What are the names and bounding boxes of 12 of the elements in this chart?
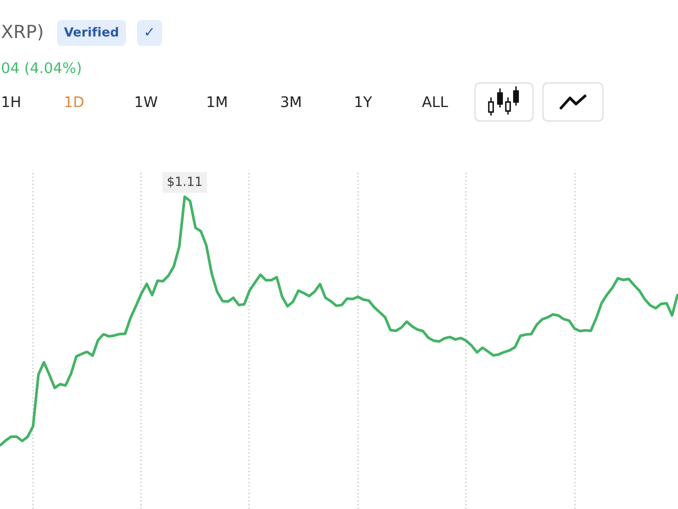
text: ALL xyxy=(422,96,448,108)
text: 1Y xyxy=(356,96,372,108)
text: 04 (4.04%) xyxy=(2,62,81,75)
text: ✓ xyxy=(146,28,153,36)
text: 3M xyxy=(281,96,301,108)
chart-title: XRP) xyxy=(2,24,42,40)
text: 1M xyxy=(208,96,227,108)
text: 1H xyxy=(2,96,20,108)
text: 1D xyxy=(65,96,84,108)
text: $1.11 xyxy=(168,176,202,188)
text: Verified xyxy=(64,26,118,37)
text: 1W xyxy=(136,96,158,108)
